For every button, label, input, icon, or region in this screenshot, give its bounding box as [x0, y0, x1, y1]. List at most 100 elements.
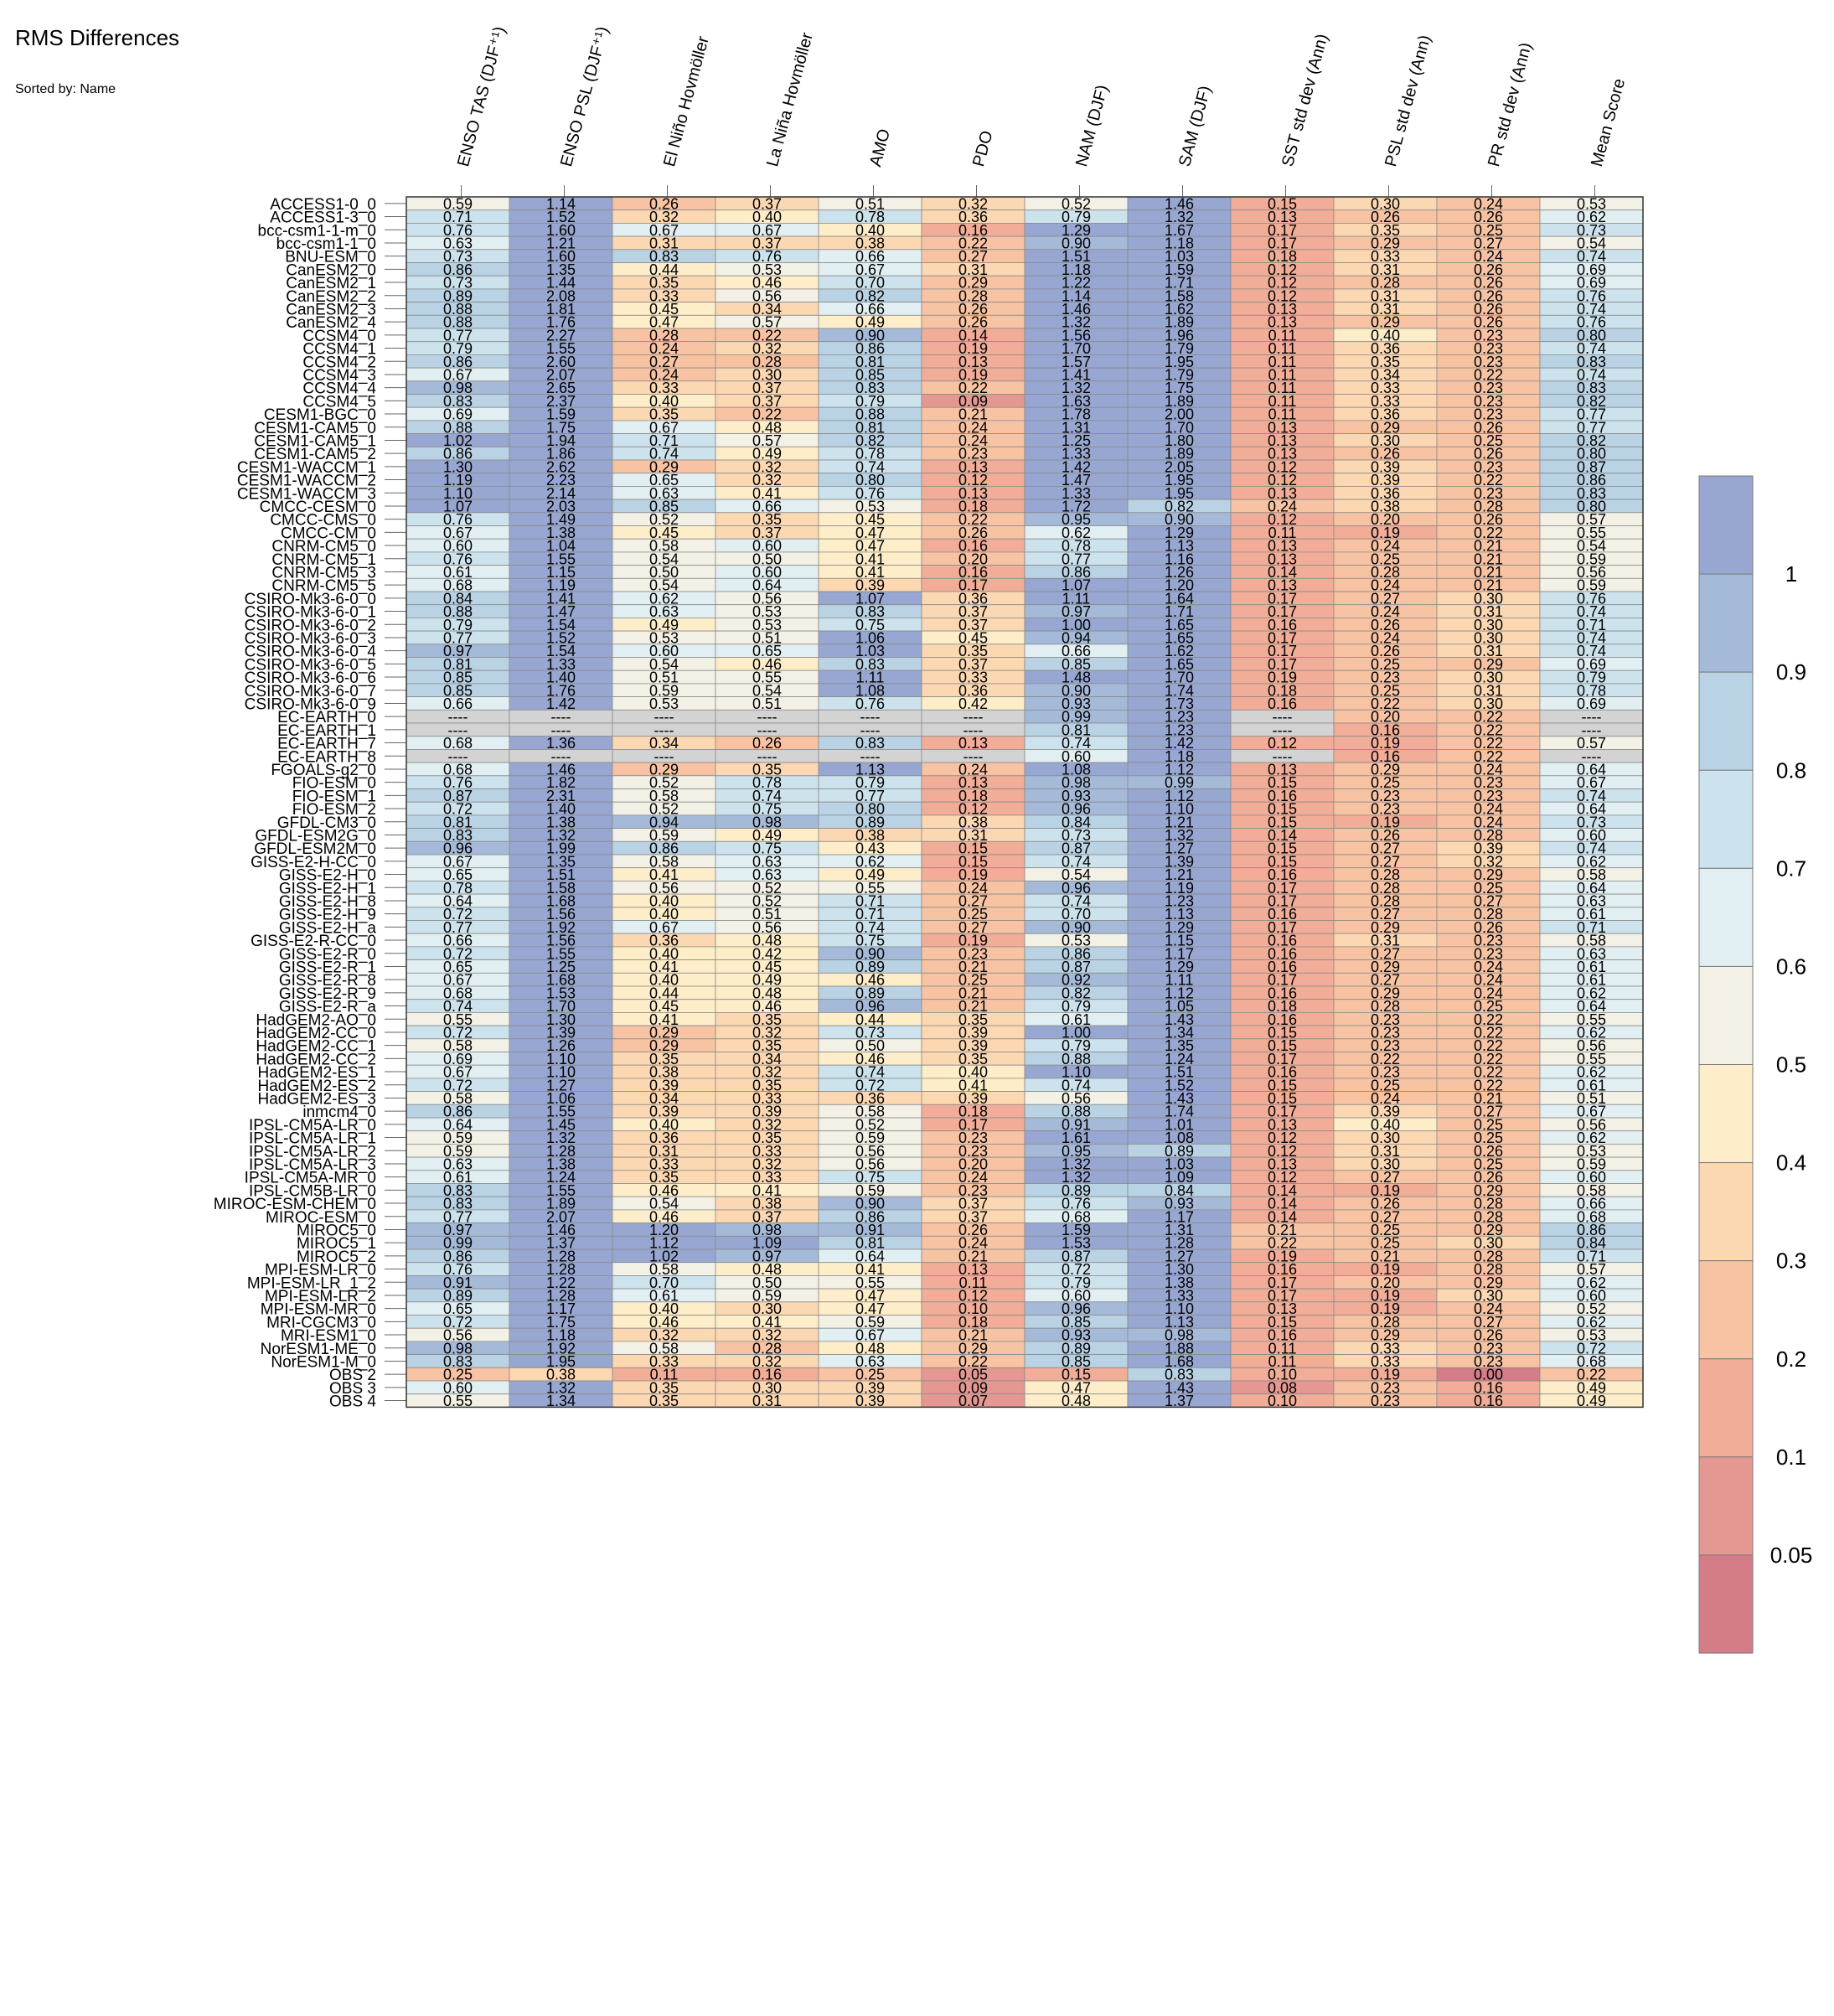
cell-value: 0.38 [1371, 498, 1400, 514]
cell-value: 0.32 [649, 209, 679, 225]
column-header: NAM (DJF) [1072, 83, 1112, 168]
cell-value: 0.29 [649, 761, 679, 778]
cell-value: 0.36 [958, 590, 988, 607]
cell-value: ---- [860, 748, 881, 765]
cell-value: 0.53 [855, 498, 885, 514]
cell-value: 0.25 [958, 906, 988, 923]
row-label: CCSM4_2 [302, 354, 376, 371]
cell-value: 0.28 [1371, 564, 1400, 581]
cell-value: 0.69 [1577, 261, 1606, 278]
cell-value: 0.66 [855, 301, 885, 318]
cell-value: 1.44 [546, 275, 576, 292]
cell-value: 0.85 [649, 498, 679, 514]
cell-value: 1.11 [856, 669, 885, 686]
cell-value: 0.67 [443, 366, 473, 383]
cell-value: 0.74 [855, 919, 885, 936]
cell-value: 0.29 [1371, 419, 1400, 436]
cell-value: 0.52 [1062, 195, 1091, 212]
cell-value: 0.74 [649, 446, 679, 463]
cell-value: 2.03 [546, 498, 576, 514]
cell-value: 0.19 [1268, 669, 1297, 686]
cell-value: 1.41 [1062, 366, 1091, 383]
cell-value: 1.04 [546, 538, 576, 555]
cell-value: 0.22 [1474, 721, 1503, 738]
cell-value: 0.49 [855, 314, 885, 331]
cell-value: 0.77 [443, 327, 473, 344]
cell-value: 0.22 [1474, 748, 1503, 765]
cell-value: 0.84 [1062, 814, 1091, 830]
cell-value: 0.69 [1577, 656, 1606, 673]
cell-value: 0.96 [1062, 880, 1091, 897]
row-label: GISS-E2-H_0 [279, 867, 376, 885]
row-label: CESM1-WACCM_2 [237, 473, 376, 490]
cell-value: 0.95 [1062, 511, 1091, 528]
cell-value: 1.75 [546, 419, 576, 436]
cell-value: 0.14 [958, 327, 988, 344]
cell-value: 0.70 [1062, 906, 1091, 923]
cell-value: 0.12 [1268, 287, 1297, 304]
cell-value: 0.16 [958, 538, 988, 555]
cell-value: 1.18 [1062, 261, 1091, 278]
cell-value: 0.30 [1474, 629, 1503, 646]
cell-value: 0.21 [958, 406, 988, 423]
cell-value: 0.37 [752, 235, 782, 251]
cell-value: 0.67 [649, 419, 679, 436]
cell-value: 0.39 [1474, 840, 1503, 857]
row-label: CNRM-CM5_5 [271, 577, 376, 595]
cell-value: 1.54 [546, 643, 576, 659]
cell-value: 0.74 [1577, 301, 1606, 318]
cell-value: 0.62 [1577, 853, 1606, 870]
row-label: CSIRO-Mk3-6-0_4 [245, 644, 377, 661]
cell-value: 0.21 [1474, 538, 1503, 555]
cell-value: 0.52 [752, 892, 782, 909]
cell-value: 1.26 [1165, 564, 1194, 581]
cell-value: 1.33 [1062, 446, 1091, 463]
chart-title: RMS Differences [15, 25, 180, 50]
cell-value: 0.23 [1474, 458, 1503, 475]
cell-value: 0.09 [958, 393, 988, 410]
cell-value: 0.26 [958, 525, 988, 541]
cell-value: 0.11 [1268, 525, 1297, 541]
cell-value: 0.42 [958, 695, 988, 712]
cell-value: 1.32 [1062, 314, 1091, 331]
cell-value: 0.47 [649, 314, 679, 331]
cell-value: 0.22 [1474, 735, 1503, 752]
cell-value: 0.13 [958, 354, 988, 370]
row-label: GISS-E2-H_9 [279, 907, 376, 924]
cell-value: 0.90 [855, 327, 885, 344]
cell-value: 0.31 [1371, 287, 1400, 304]
cell-value: 1.14 [1062, 287, 1091, 304]
cell-value: 0.59 [1577, 577, 1606, 594]
cell-value: 0.98 [443, 380, 473, 396]
cell-value: 1.46 [546, 761, 576, 778]
cell-value: 1.08 [1062, 761, 1091, 778]
cell-value: ---- [963, 709, 984, 726]
cell-value: 1.41 [546, 590, 576, 607]
column-header: AMO [866, 127, 894, 169]
cell-value: ---- [1273, 721, 1293, 738]
row-label: GFDL-ESM2M_0 [254, 840, 376, 858]
cell-value: 0.53 [752, 261, 782, 278]
cell-value: 0.21 [1474, 564, 1503, 581]
cell-value: 0.29 [649, 458, 679, 475]
cell-value: 0.15 [1268, 801, 1297, 818]
cell-value: 1.35 [546, 853, 576, 870]
cell-value: 0.94 [649, 814, 679, 830]
cell-value: 0.25 [1474, 880, 1503, 897]
cell-value: 1.68 [546, 892, 576, 909]
cell-value: 0.16 [958, 222, 988, 239]
cell-value: 0.44 [649, 261, 679, 278]
cell-value: 0.13 [1268, 485, 1297, 502]
cell-value: 0.19 [1371, 525, 1400, 541]
cell-value: ---- [860, 709, 881, 726]
cell-value: 0.52 [649, 801, 679, 818]
cell-value: 0.53 [752, 617, 782, 633]
cell-value: 0.24 [958, 419, 988, 436]
cell-value: 0.64 [752, 577, 782, 594]
cell-value: 1.67 [1165, 222, 1194, 239]
cell-value: 0.27 [1474, 235, 1503, 251]
cell-value: 0.11 [1268, 393, 1297, 410]
cell-value: 0.49 [855, 866, 885, 883]
cell-value: 0.54 [1577, 538, 1606, 555]
cell-value: 0.78 [1577, 682, 1606, 699]
